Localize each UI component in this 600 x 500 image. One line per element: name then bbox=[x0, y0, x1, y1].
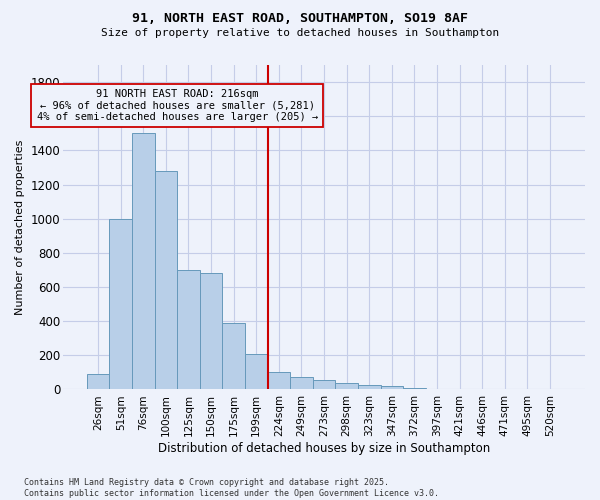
Text: 91 NORTH EAST ROAD: 216sqm
← 96% of detached houses are smaller (5,281)
4% of se: 91 NORTH EAST ROAD: 216sqm ← 96% of deta… bbox=[37, 89, 318, 122]
Text: Size of property relative to detached houses in Southampton: Size of property relative to detached ho… bbox=[101, 28, 499, 38]
Bar bbox=[223, 323, 245, 390]
Bar bbox=[290, 376, 313, 390]
Bar bbox=[155, 171, 177, 390]
Bar bbox=[132, 134, 155, 390]
Bar bbox=[87, 374, 109, 390]
Bar bbox=[177, 270, 200, 390]
Text: Contains HM Land Registry data © Crown copyright and database right 2025.
Contai: Contains HM Land Registry data © Crown c… bbox=[24, 478, 439, 498]
Bar bbox=[200, 274, 223, 390]
Bar bbox=[380, 386, 403, 390]
Bar bbox=[426, 389, 448, 390]
Bar bbox=[109, 218, 132, 390]
Bar bbox=[358, 385, 380, 390]
Bar bbox=[403, 388, 426, 390]
X-axis label: Distribution of detached houses by size in Southampton: Distribution of detached houses by size … bbox=[158, 442, 490, 455]
Bar bbox=[313, 380, 335, 390]
Y-axis label: Number of detached properties: Number of detached properties bbox=[15, 140, 25, 315]
Text: 91, NORTH EAST ROAD, SOUTHAMPTON, SO19 8AF: 91, NORTH EAST ROAD, SOUTHAMPTON, SO19 8… bbox=[132, 12, 468, 26]
Bar bbox=[245, 354, 268, 390]
Bar bbox=[335, 384, 358, 390]
Bar bbox=[268, 372, 290, 390]
